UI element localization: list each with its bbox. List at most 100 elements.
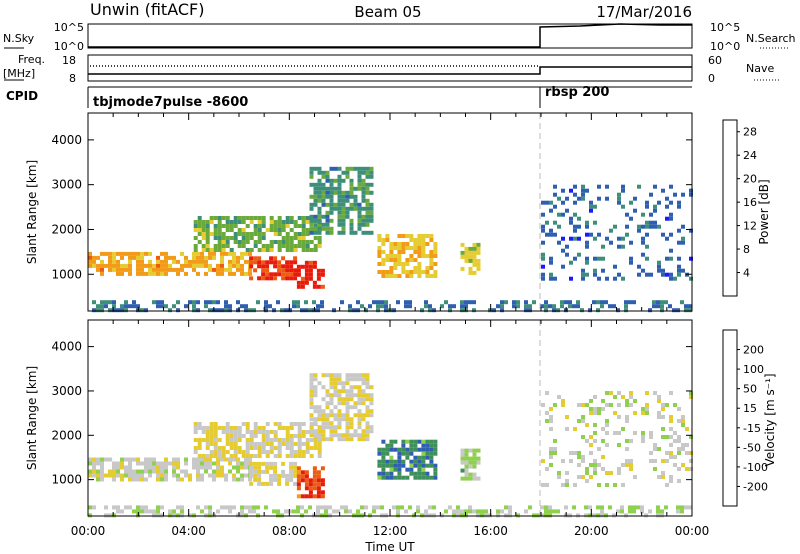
data-cell	[573, 184, 577, 189]
data-cell	[244, 513, 248, 518]
data-cell	[345, 373, 350, 378]
data-cell	[276, 300, 280, 305]
data-cell	[545, 232, 549, 237]
data-cell	[316, 490, 321, 495]
data-cell	[476, 246, 481, 251]
data-cell	[204, 461, 208, 466]
data-cell	[476, 476, 481, 481]
data-cell	[476, 250, 481, 255]
data-cell	[557, 212, 561, 217]
data-cell	[317, 166, 322, 171]
data-cell	[340, 300, 344, 305]
data-cell	[605, 483, 609, 487]
data-cell	[156, 469, 160, 474]
data-cell	[360, 304, 364, 309]
data-cell	[300, 276, 305, 281]
data-cell	[680, 509, 684, 514]
data-cell	[417, 459, 422, 464]
data-cell	[417, 447, 422, 452]
data-cell	[396, 513, 400, 518]
data-cell	[353, 405, 358, 410]
data-cell	[221, 450, 226, 454]
data-cell	[156, 304, 160, 309]
data-cell	[585, 439, 589, 443]
data-cell	[569, 459, 573, 463]
data-cell	[357, 186, 362, 191]
data-cell	[116, 469, 120, 474]
data-cell	[144, 263, 148, 268]
data-cell	[393, 447, 398, 452]
data-cell	[588, 513, 592, 518]
data-cell	[389, 266, 394, 270]
data-cell	[257, 430, 262, 434]
data-cell	[657, 264, 661, 269]
data-cell	[120, 473, 124, 478]
data-cell	[433, 471, 438, 476]
data-cell	[180, 469, 184, 474]
data-cell	[104, 300, 108, 305]
data-cell	[329, 194, 334, 199]
data-cell	[337, 174, 342, 179]
data-cell	[281, 224, 286, 228]
data-cell	[92, 505, 96, 510]
data-cell	[661, 407, 665, 411]
data-cell	[613, 431, 617, 435]
data-cell	[316, 509, 320, 514]
data-cell	[377, 471, 382, 476]
data-cell	[356, 513, 360, 518]
data-cell	[224, 477, 228, 482]
data-cell	[216, 465, 220, 470]
data-cell	[112, 308, 116, 313]
data-cell	[168, 513, 172, 518]
data-cell	[613, 264, 617, 269]
data-cell	[568, 513, 572, 518]
data-cell	[408, 505, 412, 510]
data-cell	[316, 276, 321, 281]
data-cell	[248, 457, 252, 462]
data-cell	[472, 300, 476, 305]
data-cell	[460, 448, 465, 453]
data-cell	[665, 435, 669, 439]
data-cell	[632, 505, 636, 510]
data-cell	[116, 473, 120, 478]
data-cell	[325, 401, 330, 406]
data-cell	[397, 274, 402, 278]
y-tick-label: 1000	[51, 267, 82, 281]
data-cell	[329, 425, 334, 430]
data-cell	[281, 276, 286, 281]
data-cell	[176, 308, 180, 313]
data-cell	[176, 259, 180, 264]
data-cell	[641, 252, 645, 257]
data-cell	[581, 415, 585, 419]
data-cell	[557, 196, 561, 201]
data-cell	[104, 473, 108, 478]
data-cell	[669, 443, 673, 447]
data-cell	[349, 385, 354, 390]
data-cell	[472, 460, 477, 465]
data-cell	[392, 308, 396, 313]
data-cell	[205, 438, 210, 442]
data-cell	[673, 192, 677, 197]
data-cell	[333, 425, 338, 430]
data-cell	[320, 300, 324, 305]
data-cell	[301, 442, 306, 446]
data-cell	[337, 202, 342, 207]
data-cell	[296, 280, 301, 285]
data-cell	[128, 263, 132, 268]
data-cell	[296, 494, 301, 499]
data-cell	[317, 409, 322, 414]
data-cell	[577, 403, 581, 407]
data-cell	[116, 308, 120, 313]
data-cell	[256, 513, 260, 518]
data-cell	[213, 454, 218, 458]
data-cell	[552, 304, 556, 309]
data-cell	[128, 259, 132, 264]
data-cell	[264, 300, 268, 305]
data-cell	[221, 216, 226, 220]
data-cell	[401, 475, 406, 480]
data-cell	[128, 465, 132, 470]
data-cell	[241, 220, 246, 224]
data-cell	[653, 459, 657, 463]
data-cell	[377, 270, 382, 274]
data-cell	[233, 442, 238, 446]
